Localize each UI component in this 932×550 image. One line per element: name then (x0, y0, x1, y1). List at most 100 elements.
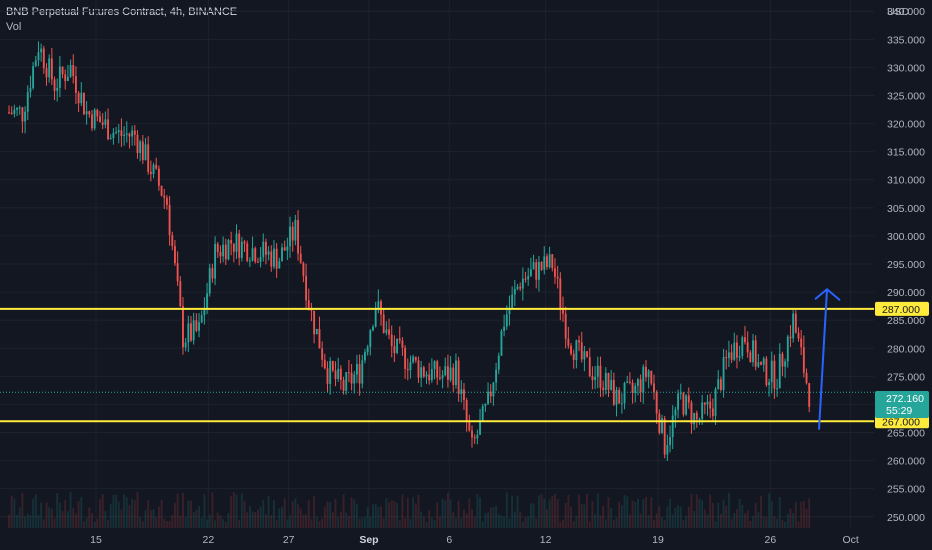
volume-bar (412, 497, 415, 528)
volume-bar (243, 500, 246, 528)
volume-bar (626, 496, 629, 528)
candle-body (267, 251, 270, 255)
volume-bar (267, 496, 270, 528)
volume-bar (13, 498, 16, 528)
candle-body (556, 276, 559, 279)
time-axis[interactable]: 15 22 27 Sep 6 12 19 26 Oct (0, 528, 932, 550)
volume-bar (165, 521, 168, 528)
candle-body (417, 360, 420, 378)
volume-bar (422, 516, 425, 528)
volume-bar (157, 506, 160, 528)
candle-body (580, 342, 583, 360)
candle-body (104, 119, 107, 125)
volume-bar (232, 492, 235, 528)
volume-bar (452, 511, 455, 528)
candle-body (149, 171, 152, 174)
volume-bar (583, 504, 586, 528)
candle-body (248, 260, 251, 262)
current-price-label: 272.160 (886, 393, 924, 405)
volume-bar (738, 498, 741, 528)
volume-bar (578, 494, 580, 528)
volume-bar (24, 516, 27, 528)
candle-body (66, 76, 69, 82)
chart-title[interactable]: BNB Perpetual Futures Contract, 4h, BINA… (6, 6, 238, 18)
volume-bar (29, 515, 32, 528)
candles (8, 41, 811, 461)
time-tick-label: 12 (540, 534, 552, 546)
volume-bar (548, 499, 551, 528)
candle-body (232, 243, 235, 252)
candle-body (620, 403, 623, 405)
candle-body (297, 219, 299, 254)
projection-arrow[interactable] (814, 287, 841, 430)
candle-body (345, 372, 348, 391)
volume-bar (727, 492, 730, 528)
candle-body (208, 268, 211, 294)
volume-bar (112, 494, 115, 528)
volume-bar (361, 517, 364, 528)
volume-bar (808, 498, 811, 528)
candle-body (313, 310, 316, 335)
volume-bar (591, 501, 594, 528)
volume-bar (283, 498, 286, 528)
volume-bar (203, 494, 206, 528)
candle-body (661, 418, 663, 433)
volume-bar (93, 521, 96, 528)
volume-bar (147, 499, 150, 528)
volume-bar (690, 494, 693, 528)
candle-body (72, 64, 75, 77)
candle-body (602, 387, 605, 391)
volume-bar (420, 511, 423, 528)
candle-body (551, 254, 554, 269)
candle-body (749, 352, 752, 363)
volume-bar (508, 518, 511, 528)
candle-body (754, 340, 757, 367)
volume-bar (433, 519, 436, 528)
price-tick-label: 255.000 (887, 484, 925, 496)
volume-bar (438, 516, 441, 528)
candle-body (192, 320, 195, 341)
volume-bar (123, 494, 126, 528)
candle-body (701, 402, 704, 419)
volume-bar (139, 516, 142, 528)
volume-bar (532, 503, 535, 528)
candle-body (281, 247, 283, 262)
volume-bar (171, 515, 174, 528)
candle-body (725, 357, 728, 359)
candle-body (722, 357, 725, 390)
candle-body (596, 365, 599, 377)
candle-body (452, 367, 455, 386)
volume-bar (377, 506, 380, 528)
volume-bar (318, 521, 321, 528)
volume-bar (155, 517, 158, 528)
volume-bar (61, 511, 64, 528)
horizontal-levels[interactable] (0, 307, 874, 423)
candle-body (323, 359, 326, 369)
volume-bar (347, 515, 350, 528)
price-tick-label: 290.000 (887, 287, 925, 299)
price-axis[interactable]: USD 250.000255.000260.000265.000270.0002… (874, 0, 932, 528)
candle-body (190, 323, 192, 341)
candle-body (404, 347, 407, 369)
volume-bar (297, 504, 299, 528)
volume-bar (805, 508, 808, 528)
volume-bar (21, 492, 24, 528)
candle-body (219, 251, 222, 257)
volume-indicator-label[interactable]: Vol (6, 21, 22, 33)
currency-label: USD (887, 6, 910, 18)
volume-bar (313, 495, 316, 528)
volume-bar (492, 507, 495, 528)
volume-bar (658, 506, 661, 528)
volume-bar (770, 501, 773, 528)
candle-body (805, 372, 808, 384)
candle-body (361, 360, 364, 384)
candle-body (131, 130, 134, 137)
volume-bar (58, 502, 61, 528)
volume-bar (564, 502, 567, 528)
volume-bar (749, 520, 752, 528)
volume-bar (441, 499, 444, 528)
candle-body (425, 374, 428, 377)
candle-body (634, 385, 637, 393)
volume-bar (174, 503, 176, 528)
